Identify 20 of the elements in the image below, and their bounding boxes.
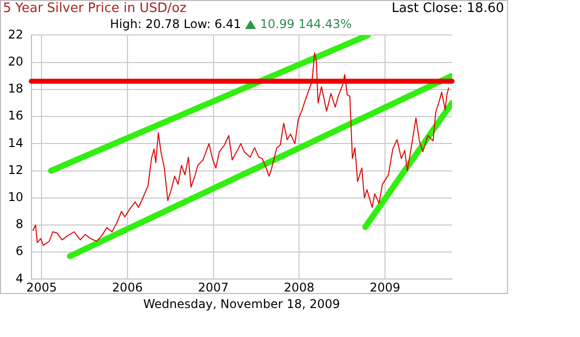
y-tick-label: 22 [8, 27, 24, 42]
x-tick-label: 2007 [198, 280, 229, 295]
text: 10.99 144.43% [260, 17, 352, 31]
x-tick-label: 2005 [26, 280, 57, 295]
y-tick-label: 4 [16, 271, 24, 286]
y-tick-label: 20 [8, 54, 24, 68]
y-tick-label: 8 [16, 217, 24, 232]
x-axis-title: Wednesday, November 18, 2009 [143, 296, 340, 311]
y-tick-label: 6 [16, 244, 24, 258]
x-tick-label: 2008 [284, 280, 314, 295]
y-tick-label: 14 [8, 136, 24, 150]
chart-subtitle: High: 20.78 Low: 6.41 [110, 17, 242, 31]
x-tick-label: 2009 [370, 280, 400, 295]
y-tick-label: 18 [8, 82, 24, 96]
y-tick-label: 10 [8, 190, 24, 204]
y-tick-label: 12 [8, 162, 24, 177]
x-tick-label: 2006 [112, 280, 143, 295]
y-tick-label: 16 [8, 108, 24, 123]
chart-title: 5 Year Silver Price in USD/oz [3, 1, 186, 16]
text: Last Close: 18.60 [392, 1, 504, 16]
